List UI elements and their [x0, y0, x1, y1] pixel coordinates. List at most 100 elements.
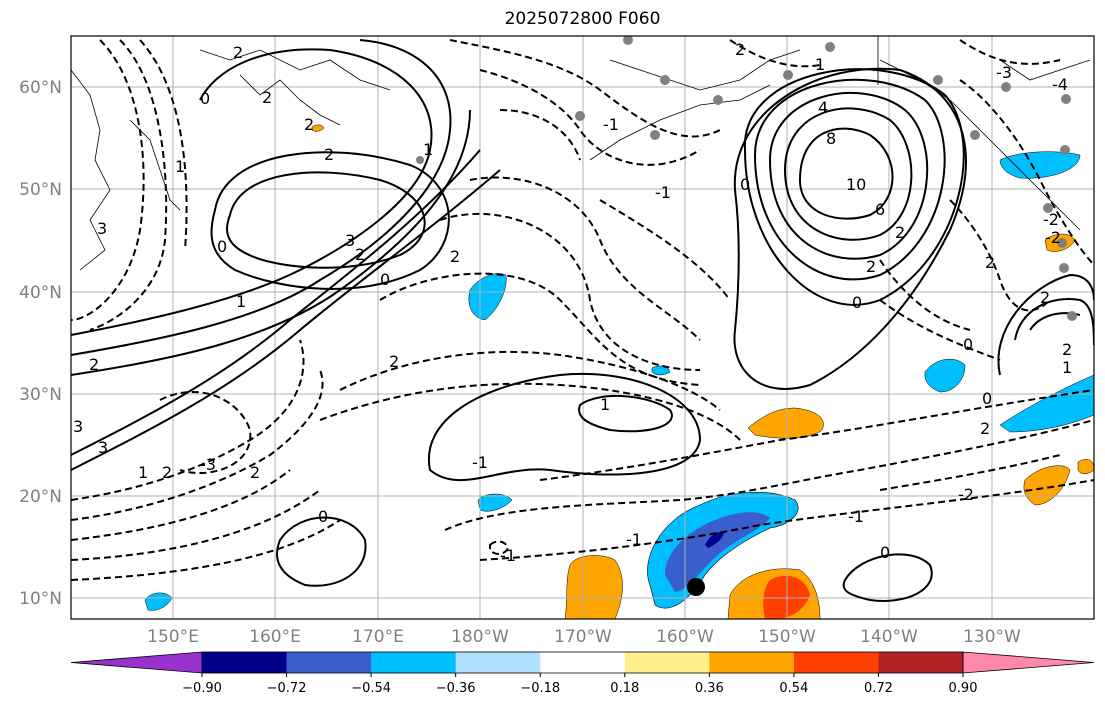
- svg-text:0: 0: [200, 89, 210, 108]
- svg-text:1: 1: [138, 463, 148, 482]
- colorbar-tick-label: −0.72: [267, 681, 307, 696]
- svg-text:-1: -1: [626, 530, 642, 549]
- colorbar-segment: [455, 652, 541, 673]
- svg-text:1: 1: [600, 395, 610, 414]
- lon-tick-label: 170°W: [554, 627, 612, 647]
- contour-labels: 2 2 2 2 1 0 0 1 2 3 2 1 0 2 2 1 2 2 1 2 …: [73, 40, 1072, 565]
- colorbar-tick-label: −0.18: [520, 681, 560, 696]
- plot-frame: [70, 35, 1095, 620]
- colorbar-tick-label: −0.90: [182, 681, 222, 696]
- colorbar-tick-label: 0.90: [949, 681, 978, 696]
- lat-axis: 60°N 50°N 40°N 30°N 20°N 10°N: [19, 78, 62, 609]
- colorbar-segment: [878, 652, 964, 673]
- svg-text:6: 6: [875, 200, 885, 219]
- svg-text:2: 2: [450, 247, 460, 266]
- lat-tick-label: 20°N: [19, 487, 62, 507]
- svg-text:-3: -3: [200, 455, 216, 474]
- svg-text:2: 2: [866, 257, 876, 276]
- colorbar: −0.90 −0.72 −0.54 −0.36 −0.18 0.18 0.36 0.54 0.7…: [70, 651, 1095, 696]
- svg-text:2: 2: [895, 223, 905, 242]
- svg-text:1: 1: [175, 157, 185, 176]
- svg-text:2: 2: [980, 419, 990, 438]
- svg-text:10: 10: [846, 175, 866, 194]
- lon-tick-label: 150°E: [147, 627, 199, 647]
- svg-text:2: 2: [985, 253, 995, 272]
- svg-text:2: 2: [389, 352, 399, 371]
- svg-text:3: 3: [98, 438, 108, 457]
- lat-tick-label: 10°N: [19, 589, 62, 609]
- colorbar-segment: [624, 652, 710, 673]
- lon-tick-label: 150°W: [758, 627, 816, 647]
- colorbar-tick-label: 0.18: [610, 681, 639, 696]
- colorbar-tick-label: 0.36: [695, 681, 724, 696]
- lat-tick-label: 50°N: [19, 180, 62, 200]
- svg-text:0: 0: [982, 389, 992, 408]
- svg-text:-3: -3: [996, 63, 1012, 82]
- lat-tick-label: 30°N: [19, 385, 62, 405]
- colorbar-segment: [202, 652, 288, 673]
- svg-text:2: 2: [1040, 288, 1050, 307]
- svg-text:2: 2: [162, 463, 172, 482]
- position-marker: [687, 578, 705, 596]
- svg-text:-2: -2: [1043, 210, 1059, 229]
- chart-title: 2025072800 F060: [504, 9, 661, 29]
- colorbar-tick-label: −0.54: [351, 681, 391, 696]
- svg-text:2: 2: [233, 43, 243, 62]
- station-markers: [416, 36, 1077, 321]
- svg-text:-1: -1: [472, 453, 488, 472]
- svg-text:2: 2: [324, 145, 334, 164]
- colorbar-tick-label: 0.72: [864, 681, 893, 696]
- svg-text:1: 1: [815, 55, 825, 74]
- svg-text:8: 8: [826, 129, 836, 148]
- lon-tick-label: 180°W: [451, 627, 509, 647]
- svg-text:4: 4: [818, 98, 828, 117]
- svg-text:3: 3: [73, 417, 83, 436]
- svg-text:2: 2: [89, 355, 99, 374]
- colorbar-tick-label: −0.36: [436, 681, 476, 696]
- svg-text:2: 2: [355, 245, 365, 264]
- colorbar-extend-high: [962, 651, 1095, 674]
- svg-text:1: 1: [1062, 358, 1072, 377]
- svg-text:2: 2: [735, 40, 745, 59]
- svg-text:0: 0: [852, 293, 862, 312]
- svg-text:1: 1: [236, 292, 246, 311]
- svg-text:2: 2: [1062, 340, 1072, 359]
- colorbar-segment: [286, 652, 372, 673]
- colorbar-segment: [540, 652, 626, 673]
- colorbar-frame: [201, 651, 964, 674]
- svg-text:3: 3: [97, 219, 107, 238]
- contour-lines-dashed: [71, 39, 1094, 581]
- colorbar-segment: [793, 652, 879, 673]
- svg-text:2: 2: [304, 115, 314, 134]
- lon-tick-label: 130°W: [963, 627, 1021, 647]
- lon-tick-label: 160°W: [656, 627, 714, 647]
- colorbar-extend-low: [70, 651, 203, 674]
- svg-text:3: 3: [345, 231, 355, 250]
- svg-text:0: 0: [740, 175, 750, 194]
- svg-text:0: 0: [963, 335, 973, 354]
- colorbar-segment: [709, 652, 795, 673]
- coastlines: [71, 36, 1091, 271]
- lat-tick-label: 40°N: [19, 283, 62, 303]
- lon-tick-label: 170°E: [352, 627, 404, 647]
- svg-text:0: 0: [217, 237, 227, 256]
- svg-text:-1: -1: [603, 115, 619, 134]
- lon-tick-label: 140°W: [860, 627, 918, 647]
- lon-axis: 150°E 160°E 170°E 180°W 170°W 160°W 150°…: [147, 627, 1021, 647]
- svg-text:0: 0: [380, 270, 390, 289]
- svg-text:-2: -2: [958, 485, 974, 504]
- svg-text:1: 1: [423, 140, 433, 159]
- svg-text:-1: -1: [848, 507, 864, 526]
- svg-text:2: 2: [262, 88, 272, 107]
- svg-text:2: 2: [250, 463, 260, 482]
- lon-tick-label: 160°E: [249, 627, 301, 647]
- contour-lines: [71, 39, 1094, 602]
- svg-text:0: 0: [880, 543, 890, 562]
- svg-text:-1: -1: [655, 183, 671, 202]
- svg-text:0: 0: [318, 507, 328, 526]
- svg-text:-1: -1: [500, 546, 516, 565]
- svg-text:-2: -2: [1045, 228, 1061, 247]
- colorbar-tick-label: 0.54: [779, 681, 808, 696]
- colorbar-segment: [371, 652, 457, 673]
